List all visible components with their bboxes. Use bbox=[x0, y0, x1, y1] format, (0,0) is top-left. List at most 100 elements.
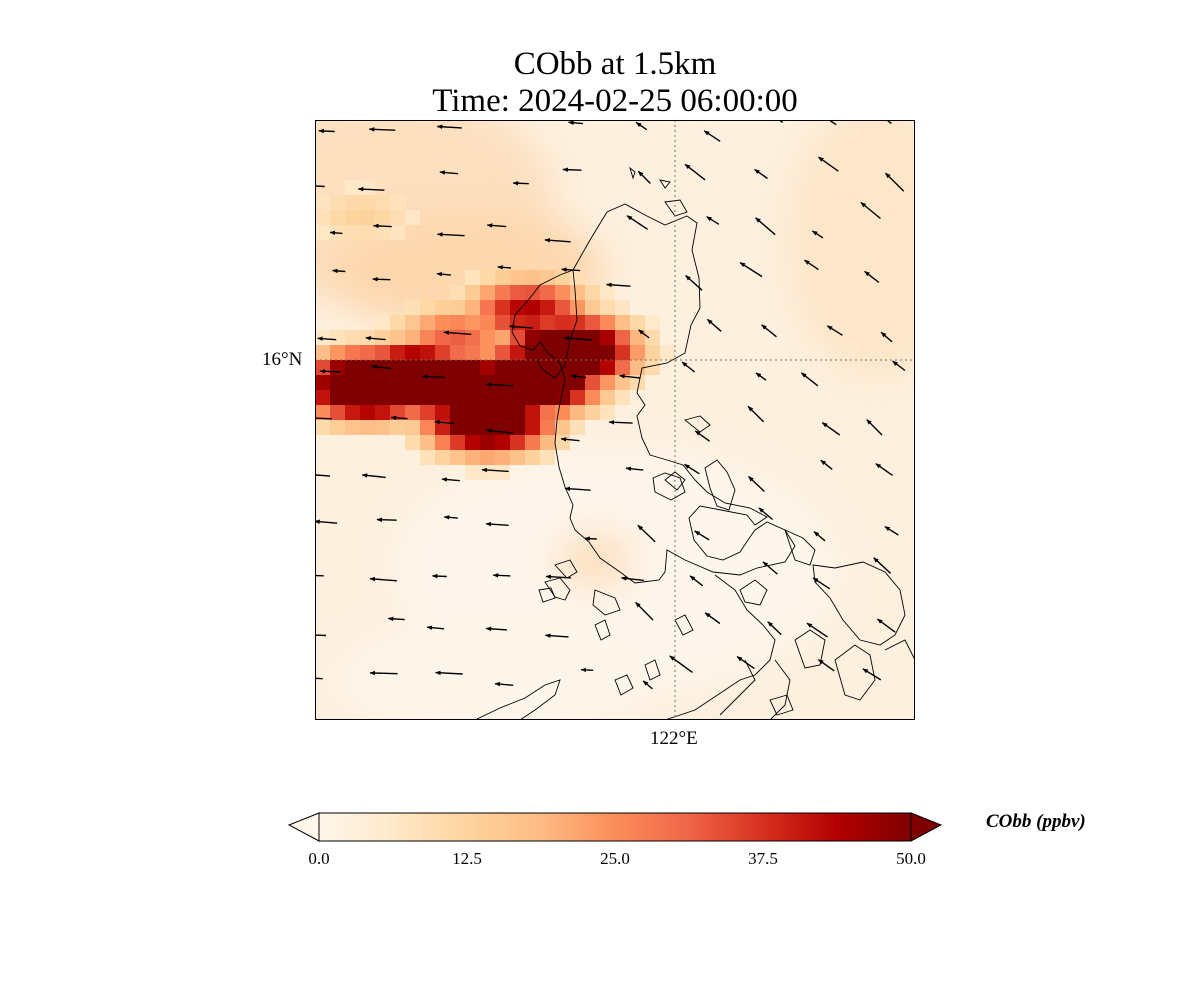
plume-cell bbox=[510, 285, 525, 300]
plume-cell bbox=[420, 315, 435, 330]
plume-cell bbox=[405, 405, 420, 420]
plume-cell bbox=[345, 330, 360, 345]
plume-cell bbox=[570, 270, 585, 285]
wind-arrow bbox=[747, 405, 765, 423]
plume-cell bbox=[570, 390, 585, 405]
plume-cell bbox=[555, 315, 570, 330]
plume-cell bbox=[510, 405, 525, 420]
plume-cell bbox=[495, 390, 510, 405]
plume-cell bbox=[585, 375, 600, 390]
wind-arrow bbox=[635, 121, 648, 131]
wind-arrow bbox=[371, 364, 392, 370]
wind-arrow bbox=[739, 262, 763, 278]
plume-cell bbox=[390, 345, 405, 360]
plume-cell bbox=[615, 360, 630, 375]
plume-cell bbox=[345, 405, 360, 420]
wind-arrow bbox=[754, 168, 768, 180]
plume-cell bbox=[405, 375, 420, 390]
plume-cell bbox=[570, 405, 585, 420]
plume-cell bbox=[495, 300, 510, 315]
plume-cell bbox=[375, 420, 390, 435]
plume-cell bbox=[375, 390, 390, 405]
plume-cell bbox=[525, 360, 540, 375]
plume-cell bbox=[510, 390, 525, 405]
plume-cell bbox=[465, 450, 480, 465]
plume-cell bbox=[600, 315, 615, 330]
plume-cell bbox=[510, 360, 525, 375]
wind-arrow bbox=[564, 486, 591, 491]
plume-cell bbox=[330, 210, 345, 225]
plume-cell bbox=[465, 285, 480, 300]
plume-cell bbox=[450, 360, 465, 375]
wind-arrow bbox=[767, 621, 782, 636]
plume-cell bbox=[585, 300, 600, 315]
plume-cell bbox=[510, 300, 525, 315]
plume-cell bbox=[495, 315, 510, 330]
wind-arrow bbox=[704, 612, 721, 625]
plume-cell bbox=[390, 390, 405, 405]
wind-arrow bbox=[435, 670, 463, 676]
plume-cell bbox=[435, 390, 450, 405]
map-canvas bbox=[315, 120, 915, 720]
wind-arrow bbox=[580, 667, 594, 673]
wind-arrow bbox=[512, 180, 529, 186]
wind-arrow bbox=[332, 268, 346, 274]
wind-arrow bbox=[441, 477, 460, 482]
wind-vectors bbox=[315, 120, 906, 690]
wind-arrow bbox=[873, 557, 892, 574]
plume-cell bbox=[315, 225, 330, 240]
plume-cell bbox=[405, 315, 420, 330]
colorbar-tick: 12.5 bbox=[452, 849, 482, 868]
wind-arrow bbox=[315, 474, 331, 477]
wind-arrow bbox=[620, 576, 644, 582]
plume-cell bbox=[360, 180, 375, 195]
plume-cell bbox=[420, 360, 435, 375]
wind-arrow bbox=[494, 681, 514, 687]
map-border bbox=[315, 120, 915, 720]
plume-cell bbox=[435, 375, 450, 390]
plume-cell bbox=[390, 360, 405, 375]
wind-arrow bbox=[434, 419, 455, 425]
plume-cell bbox=[510, 420, 525, 435]
plume-cell bbox=[480, 405, 495, 420]
wind-arrow bbox=[387, 616, 405, 622]
plume-cell bbox=[495, 435, 510, 450]
wind-arrow bbox=[568, 120, 584, 125]
plume-cell bbox=[480, 300, 495, 315]
plume-cell bbox=[390, 225, 405, 240]
plume-cell bbox=[600, 405, 615, 420]
wind-arrow bbox=[817, 659, 835, 672]
plume-cell bbox=[315, 405, 330, 420]
plume-cell bbox=[480, 375, 495, 390]
plume-cell bbox=[600, 345, 615, 360]
wind-arrow bbox=[755, 372, 767, 381]
plume-cell bbox=[360, 210, 375, 225]
plume-cell bbox=[540, 270, 555, 285]
colorbar-tick: 25.0 bbox=[600, 849, 630, 868]
plume-cell bbox=[480, 390, 495, 405]
wind-arrow bbox=[481, 467, 509, 473]
plume-cell bbox=[615, 300, 630, 315]
plume-cell bbox=[375, 225, 390, 240]
plume-cell bbox=[525, 315, 540, 330]
wind-arrow bbox=[361, 473, 386, 479]
plume-cell bbox=[330, 345, 345, 360]
wind-arrow bbox=[637, 524, 656, 543]
lon-tick-label: 122°E bbox=[650, 728, 698, 749]
plume-cell bbox=[315, 210, 330, 225]
plume-cell bbox=[525, 345, 540, 360]
colorbar-tick: 50.0 bbox=[896, 849, 926, 868]
plume-cell bbox=[585, 390, 600, 405]
plume-cell bbox=[360, 375, 375, 390]
plume-cell bbox=[540, 330, 555, 345]
wind-arrow bbox=[584, 536, 597, 541]
wind-arrow bbox=[329, 230, 343, 236]
plume-cell bbox=[525, 435, 540, 450]
wind-arrow bbox=[681, 361, 696, 373]
plume-cell bbox=[330, 390, 345, 405]
plume-cell bbox=[375, 375, 390, 390]
wind-arrow bbox=[561, 267, 581, 272]
plume-cell bbox=[360, 420, 375, 435]
plume-cell bbox=[315, 390, 330, 405]
plume-cell bbox=[420, 345, 435, 360]
